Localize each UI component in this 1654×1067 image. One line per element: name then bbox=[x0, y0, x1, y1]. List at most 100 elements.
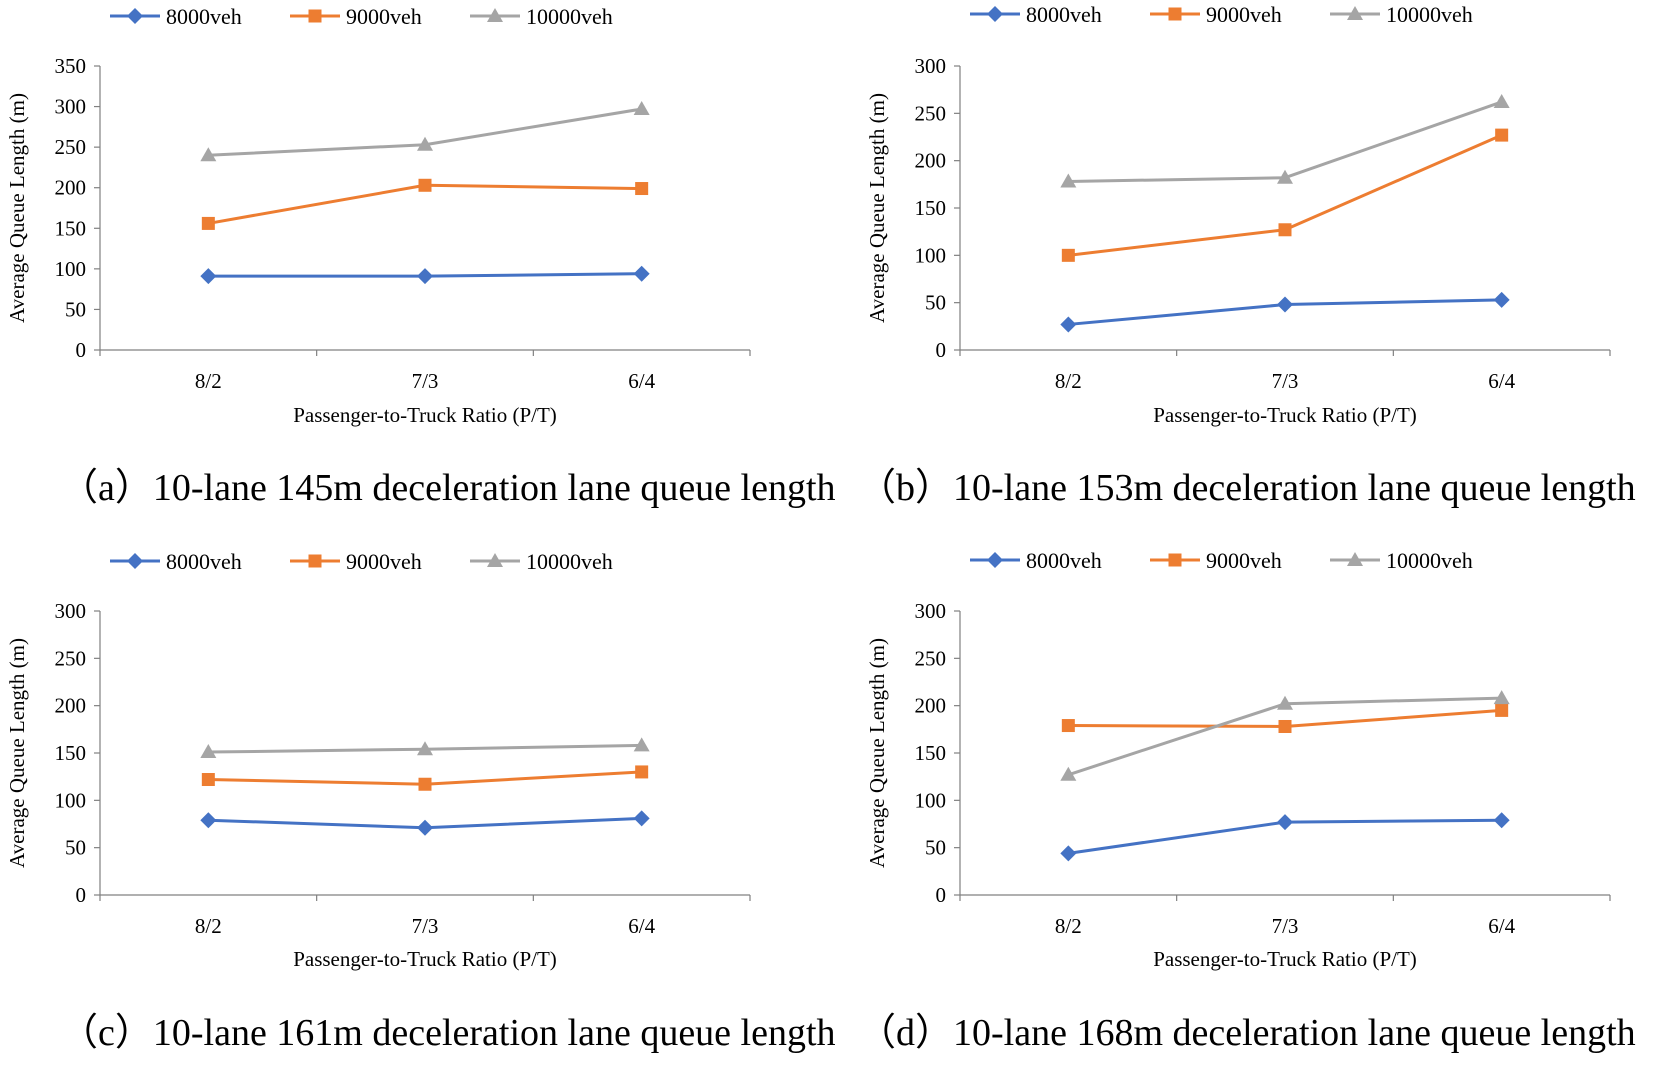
data-point-9000veh bbox=[418, 178, 432, 192]
legend-marker-8000veh bbox=[127, 8, 143, 24]
y-tick-label: 250 bbox=[915, 101, 947, 125]
legend-label-8000veh: 8000veh bbox=[166, 4, 242, 29]
legend-label-8000veh: 8000veh bbox=[1026, 548, 1102, 573]
data-point-10000veh bbox=[1493, 93, 1510, 108]
y-tick-label: 100 bbox=[55, 257, 87, 281]
chart-caption: （a）10-lane 145m deceleration lane queue … bbox=[60, 467, 836, 509]
legend-marker-10000veh bbox=[487, 8, 503, 22]
x-tick-label: 7/3 bbox=[1272, 914, 1299, 938]
legend-label-10000veh: 10000veh bbox=[1386, 2, 1473, 27]
legend-marker-9000veh bbox=[308, 9, 322, 23]
y-tick-label: 300 bbox=[55, 599, 87, 623]
data-point-9000veh bbox=[635, 765, 649, 779]
legend-marker-10000veh bbox=[487, 553, 503, 567]
y-tick-label: 100 bbox=[915, 788, 947, 812]
data-point-8000veh bbox=[1277, 814, 1293, 831]
legend-label-9000veh: 9000veh bbox=[346, 4, 422, 29]
legend-marker-8000veh bbox=[987, 552, 1003, 568]
y-axis-title: Average Queue Length (m) bbox=[5, 638, 29, 868]
x-tick-label: 8/2 bbox=[1055, 369, 1082, 393]
data-point-10000veh bbox=[633, 737, 650, 752]
x-tick-label: 6/4 bbox=[1488, 914, 1515, 938]
data-point-10000veh bbox=[417, 741, 433, 756]
y-tick-label: 150 bbox=[55, 741, 87, 765]
x-tick-label: 8/2 bbox=[195, 369, 222, 393]
legend-marker-9000veh bbox=[1168, 553, 1182, 567]
data-point-8000veh bbox=[417, 819, 433, 836]
legend-label-9000veh: 9000veh bbox=[346, 549, 422, 574]
chart-panel-d: 0 50 100 150 200 250 300 8/2 7/3 6/4 Passenger-to-… bbox=[858, 548, 1636, 1054]
data-point-9000veh bbox=[1061, 248, 1075, 262]
y-axis-title: Average Queue Length (m) bbox=[5, 93, 29, 323]
data-point-8000veh bbox=[633, 265, 650, 282]
y-tick-label: 200 bbox=[55, 176, 87, 200]
data-point-9000veh bbox=[1061, 719, 1075, 733]
x-axis-title: Passenger-to-Truck Ratio (P/T) bbox=[293, 403, 557, 427]
x-tick-label: 8/2 bbox=[195, 914, 222, 938]
data-point-8000veh bbox=[1060, 316, 1077, 333]
y-tick-label: 150 bbox=[915, 741, 947, 765]
y-tick-label: 250 bbox=[915, 646, 947, 670]
y-tick-label: 350 bbox=[55, 54, 87, 78]
data-point-10000veh bbox=[1060, 173, 1077, 188]
x-axis-title: Passenger-to-Truck Ratio (P/T) bbox=[1153, 947, 1417, 971]
legend-marker-8000veh bbox=[987, 6, 1003, 22]
data-point-9000veh bbox=[1278, 223, 1292, 237]
y-tick-label: 0 bbox=[936, 883, 947, 907]
chart-panel-b: 0 50 100 150 200 250 300 8/2 7/3 6/4 Passenger-to-… bbox=[858, 2, 1636, 509]
data-point-10000veh bbox=[1277, 169, 1293, 184]
data-point-9000veh bbox=[1278, 719, 1292, 733]
x-tick-label: 6/4 bbox=[628, 369, 655, 393]
legend-label-8000veh: 8000veh bbox=[1026, 2, 1102, 27]
data-point-9000veh bbox=[201, 216, 215, 230]
data-point-9000veh bbox=[635, 182, 649, 196]
legend-label-10000veh: 10000veh bbox=[526, 549, 613, 574]
chart-panel-c: 0 50 100 150 200 250 300 8/2 7/3 6/4 Passenger-to-… bbox=[5, 549, 836, 1054]
y-tick-label: 200 bbox=[915, 694, 947, 718]
data-point-8000veh bbox=[633, 810, 650, 827]
data-point-9000veh bbox=[418, 777, 432, 791]
chart-caption: （d）10-lane 168m deceleration lane queue … bbox=[858, 1012, 1636, 1054]
y-tick-label: 150 bbox=[915, 196, 947, 220]
y-tick-label: 0 bbox=[76, 883, 87, 907]
data-point-10000veh bbox=[200, 147, 217, 162]
y-axis-title: Average Queue Length (m) bbox=[865, 638, 889, 868]
y-tick-label: 0 bbox=[936, 338, 947, 362]
legend-marker-10000veh bbox=[1347, 552, 1363, 566]
legend-marker-9000veh bbox=[308, 554, 322, 568]
y-tick-label: 300 bbox=[55, 95, 87, 119]
y-tick-label: 100 bbox=[55, 788, 87, 812]
chart-panel-a: 0 50 100 150 200 250 300 350 8/2 7/3 6/4 Passenger-… bbox=[5, 4, 836, 509]
data-point-10000veh bbox=[200, 744, 217, 759]
data-point-10000veh bbox=[1277, 695, 1293, 710]
chart-caption: （c）10-lane 161m deceleration lane queue … bbox=[60, 1012, 836, 1054]
data-point-9000veh bbox=[1495, 703, 1509, 717]
x-tick-label: 7/3 bbox=[1272, 369, 1299, 393]
y-tick-label: 50 bbox=[65, 836, 86, 860]
legend-label-10000veh: 10000veh bbox=[526, 4, 613, 29]
data-point-8000veh bbox=[200, 812, 217, 829]
legend-marker-8000veh bbox=[127, 553, 143, 569]
data-point-8000veh bbox=[200, 268, 217, 285]
data-point-8000veh bbox=[417, 268, 433, 285]
y-tick-label: 300 bbox=[915, 599, 947, 623]
data-point-9000veh bbox=[201, 773, 215, 787]
series-line-9000veh bbox=[1068, 133, 1503, 257]
y-tick-label: 200 bbox=[915, 149, 947, 173]
y-tick-label: 100 bbox=[915, 243, 947, 267]
data-point-10000veh bbox=[1493, 690, 1510, 705]
x-tick-label: 7/3 bbox=[412, 369, 439, 393]
data-point-8000veh bbox=[1493, 812, 1510, 829]
x-tick-label: 6/4 bbox=[628, 914, 655, 938]
x-tick-label: 7/3 bbox=[412, 914, 439, 938]
data-point-10000veh bbox=[633, 101, 650, 116]
y-axis-title: Average Queue Length (m) bbox=[865, 93, 889, 323]
y-tick-label: 250 bbox=[55, 646, 87, 670]
legend-label-9000veh: 9000veh bbox=[1206, 548, 1282, 573]
x-axis-title: Passenger-to-Truck Ratio (P/T) bbox=[293, 947, 557, 971]
series-line-10000veh bbox=[1068, 100, 1503, 183]
y-tick-label: 200 bbox=[55, 694, 87, 718]
data-point-10000veh bbox=[1060, 766, 1077, 781]
y-tick-label: 50 bbox=[925, 291, 946, 315]
